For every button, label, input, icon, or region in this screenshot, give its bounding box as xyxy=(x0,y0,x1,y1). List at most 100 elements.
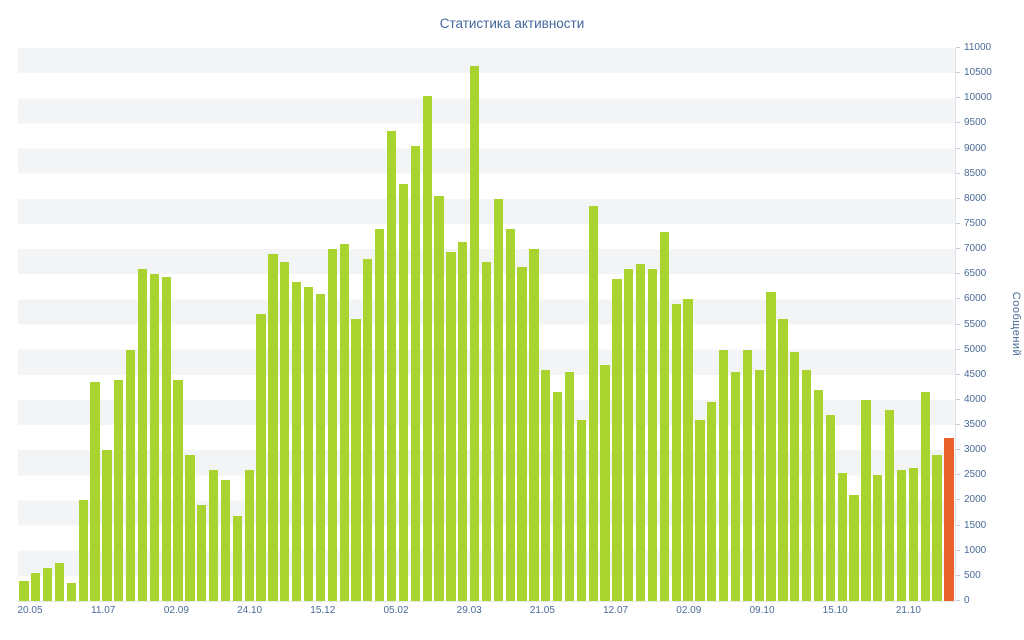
bar[interactable] xyxy=(683,299,693,601)
bar[interactable] xyxy=(351,319,361,601)
bar[interactable] xyxy=(635,264,646,601)
x-tick-label: 20.05 xyxy=(17,605,43,616)
bar[interactable] xyxy=(43,568,53,601)
y-axis-tick xyxy=(956,147,960,149)
bar[interactable] xyxy=(778,319,788,601)
y-tick-label: 1500 xyxy=(964,519,987,531)
bar[interactable] xyxy=(754,369,764,601)
bar[interactable] xyxy=(493,198,503,601)
bar[interactable] xyxy=(576,420,586,601)
bar[interactable] xyxy=(825,415,835,601)
bar[interactable] xyxy=(256,314,266,601)
bar[interactable] xyxy=(434,196,444,601)
bar[interactable] xyxy=(659,231,669,601)
bar[interactable] xyxy=(707,402,717,601)
bar[interactable] xyxy=(398,183,409,601)
bar[interactable] xyxy=(600,364,610,601)
bar[interactable] xyxy=(90,382,100,601)
bar[interactable] xyxy=(908,467,919,601)
y-axis-tick xyxy=(956,424,960,426)
bar[interactable] xyxy=(446,251,456,601)
bar[interactable] xyxy=(339,244,349,601)
y-axis-tick xyxy=(956,323,960,325)
bar[interactable] xyxy=(173,379,183,601)
bar[interactable] xyxy=(624,269,634,601)
bar[interactable] xyxy=(232,515,243,601)
bar[interactable] xyxy=(386,130,397,601)
y-axis-tick xyxy=(956,524,960,526)
bar[interactable] xyxy=(695,420,705,601)
bar[interactable] xyxy=(114,379,124,601)
bar[interactable] xyxy=(209,470,219,601)
bar[interactable] xyxy=(552,392,563,601)
bar[interactable] xyxy=(742,349,752,601)
bar[interactable] xyxy=(885,409,895,601)
bar[interactable] xyxy=(730,372,741,601)
bar[interactable] xyxy=(564,372,575,601)
bar[interactable] xyxy=(363,259,373,601)
bar[interactable] xyxy=(541,369,551,601)
y-axis-tick xyxy=(956,122,960,124)
bar[interactable] xyxy=(102,450,112,601)
bar[interactable] xyxy=(54,563,65,601)
bar[interactable] xyxy=(268,254,278,601)
bar[interactable] xyxy=(529,249,539,601)
bar[interactable] xyxy=(78,500,88,601)
bar[interactable] xyxy=(126,349,136,601)
plot-area xyxy=(18,48,956,602)
bar[interactable] xyxy=(161,276,171,601)
bar[interactable] xyxy=(469,65,480,601)
bar[interactable] xyxy=(422,95,432,601)
bar[interactable] xyxy=(612,279,622,601)
bar[interactable] xyxy=(280,261,290,601)
bar[interactable] xyxy=(375,228,385,601)
bar[interactable] xyxy=(149,274,160,601)
bar[interactable] xyxy=(873,475,883,601)
bar[interactable] xyxy=(896,470,907,601)
y-tick-label: 3500 xyxy=(964,419,987,431)
y-axis-tick xyxy=(956,549,960,551)
y-axis-tick xyxy=(956,298,960,300)
bar[interactable] xyxy=(481,261,492,601)
bar[interactable] xyxy=(137,269,148,601)
bar[interactable] xyxy=(766,291,776,601)
bar[interactable] xyxy=(303,286,314,601)
bar[interactable] xyxy=(813,389,824,601)
bar[interactable] xyxy=(505,228,515,601)
x-tick-label: 09.10 xyxy=(749,605,775,616)
bar[interactable] xyxy=(802,369,812,601)
bar[interactable] xyxy=(19,580,29,601)
x-tick-label: 02.09 xyxy=(676,605,702,616)
bar[interactable] xyxy=(932,455,942,601)
bar[interactable] xyxy=(647,269,658,601)
y-tick-label: 6000 xyxy=(964,293,987,305)
bar[interactable] xyxy=(220,480,231,601)
bar[interactable] xyxy=(517,266,527,601)
bar[interactable] xyxy=(410,146,420,601)
bar[interactable] xyxy=(920,392,930,601)
bar[interactable] xyxy=(31,573,41,601)
bar[interactable] xyxy=(185,455,195,601)
bar[interactable] xyxy=(944,437,954,601)
y-tick-label: 4000 xyxy=(964,393,987,405)
bar[interactable] xyxy=(458,241,468,601)
bar[interactable] xyxy=(588,206,598,601)
bar[interactable] xyxy=(861,399,871,601)
x-tick-label: 24.10 xyxy=(237,605,263,616)
x-tick-label: 05.02 xyxy=(383,605,409,616)
bar[interactable] xyxy=(244,470,254,601)
bar[interactable] xyxy=(837,472,847,601)
bar[interactable] xyxy=(327,249,337,601)
bar[interactable] xyxy=(66,583,76,601)
bar[interactable] xyxy=(671,304,681,601)
bar[interactable] xyxy=(292,281,302,601)
y-tick-label: 3000 xyxy=(964,444,987,456)
y-tick-label: 4500 xyxy=(964,368,987,380)
bar[interactable] xyxy=(315,294,326,601)
bar[interactable] xyxy=(719,349,729,601)
y-tick-label: 2000 xyxy=(964,494,987,506)
bar[interactable] xyxy=(790,352,800,601)
bar[interactable] xyxy=(849,495,859,601)
bar[interactable] xyxy=(197,505,207,601)
y-axis-tick xyxy=(956,449,960,451)
